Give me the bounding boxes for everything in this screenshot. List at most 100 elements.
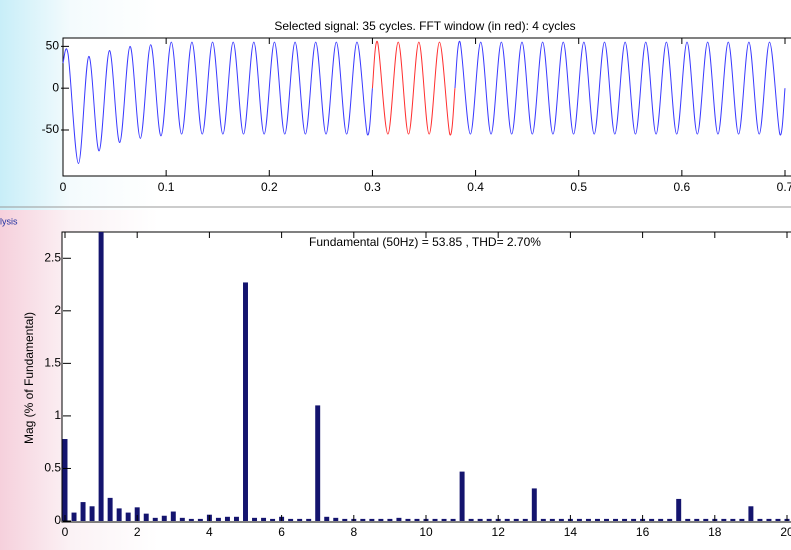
y-tick-label: 0	[52, 80, 59, 94]
y-tick-label: 0	[54, 513, 61, 527]
bar	[405, 518, 411, 521]
bar	[215, 517, 221, 521]
y-tick-label: -50	[42, 122, 60, 136]
bar	[107, 497, 113, 521]
x-tick-label: 16	[636, 525, 650, 539]
bar	[252, 517, 258, 521]
bar	[324, 516, 330, 521]
x-tick-label: 4	[206, 525, 213, 539]
bar	[179, 517, 185, 521]
bar	[152, 517, 158, 521]
bar	[360, 518, 366, 521]
x-tick-label: 8	[350, 525, 357, 539]
bar	[504, 518, 510, 521]
bar	[459, 471, 465, 521]
bar	[585, 518, 591, 521]
y-axis-label: Mag (% of Fundamental)	[22, 312, 36, 444]
bar	[396, 517, 402, 521]
bar	[197, 518, 203, 521]
bar	[522, 518, 528, 521]
bar	[450, 518, 456, 521]
y-tick-label: 1.5	[44, 356, 61, 370]
bar	[739, 518, 745, 521]
bar	[261, 517, 267, 521]
bar	[125, 512, 131, 521]
x-tick-label: 6	[278, 525, 285, 539]
y-tick-label: 50	[46, 39, 60, 53]
bar	[270, 518, 276, 521]
bar	[477, 518, 483, 521]
bar	[631, 518, 637, 521]
panel-label: lysis	[0, 216, 18, 226]
signal-line	[454, 41, 786, 136]
bar	[98, 232, 104, 521]
x-tick-label: 2	[134, 525, 141, 539]
bar	[333, 517, 339, 521]
bar	[613, 518, 619, 521]
bar	[432, 518, 438, 521]
bar	[134, 507, 140, 521]
bar	[233, 516, 239, 521]
bar	[540, 518, 546, 521]
x-tick-label: 0.7	[777, 180, 791, 194]
bar	[676, 498, 682, 521]
y-tick-label: 2	[54, 303, 61, 317]
bar	[224, 516, 230, 521]
bar	[369, 518, 375, 521]
signal-line	[371, 41, 456, 136]
axes-bottom	[61, 231, 791, 523]
x-tick-label: 10	[419, 525, 433, 539]
x-tick-label: 0.6	[674, 180, 691, 194]
bar	[297, 518, 303, 521]
bar	[306, 518, 312, 521]
y-tick-label: 1	[54, 408, 61, 422]
bar	[89, 506, 95, 521]
x-tick-label: 0.5	[570, 180, 587, 194]
bar	[757, 518, 763, 521]
x-tick-label: 0.2	[261, 180, 278, 194]
bar	[288, 518, 294, 521]
bar	[378, 518, 384, 521]
signal-line	[62, 41, 373, 164]
bar	[441, 518, 447, 521]
axes-top	[62, 37, 791, 177]
bar	[558, 518, 564, 521]
bar	[116, 508, 122, 521]
bar	[71, 512, 77, 521]
y-tick-label: 0.5	[44, 461, 61, 475]
x-tick-label: 0	[60, 180, 67, 194]
x-tick-label: 12	[492, 525, 506, 539]
bar	[730, 518, 736, 521]
y-tick-label: 2.5	[44, 250, 61, 264]
x-tick-label: 0.3	[364, 180, 381, 194]
bar	[694, 518, 700, 521]
bar	[703, 518, 709, 521]
bar	[161, 515, 167, 521]
bar	[315, 405, 321, 521]
chart-title: Selected signal: 35 cycles. FFT window (…	[274, 19, 575, 33]
x-tick-label: 20	[780, 525, 791, 539]
bar	[170, 511, 176, 521]
bar	[143, 513, 149, 521]
bar	[513, 518, 519, 521]
x-tick-label: 14	[564, 525, 578, 539]
bar	[658, 518, 664, 521]
bar	[748, 506, 754, 521]
x-tick-label: 0.4	[467, 180, 484, 194]
bar	[622, 518, 628, 521]
bar	[685, 518, 691, 521]
x-tick-label: 0.1	[158, 180, 175, 194]
chart-title: Fundamental (50Hz) = 53.85 , THD= 2.70%	[309, 235, 541, 249]
bar	[468, 518, 474, 521]
bar	[667, 518, 673, 521]
bar	[766, 518, 772, 521]
bar	[721, 518, 727, 521]
bar	[594, 518, 600, 521]
bar	[486, 518, 492, 521]
bar	[775, 518, 781, 521]
bar	[576, 518, 582, 521]
bar	[649, 518, 655, 521]
bar	[604, 518, 609, 521]
